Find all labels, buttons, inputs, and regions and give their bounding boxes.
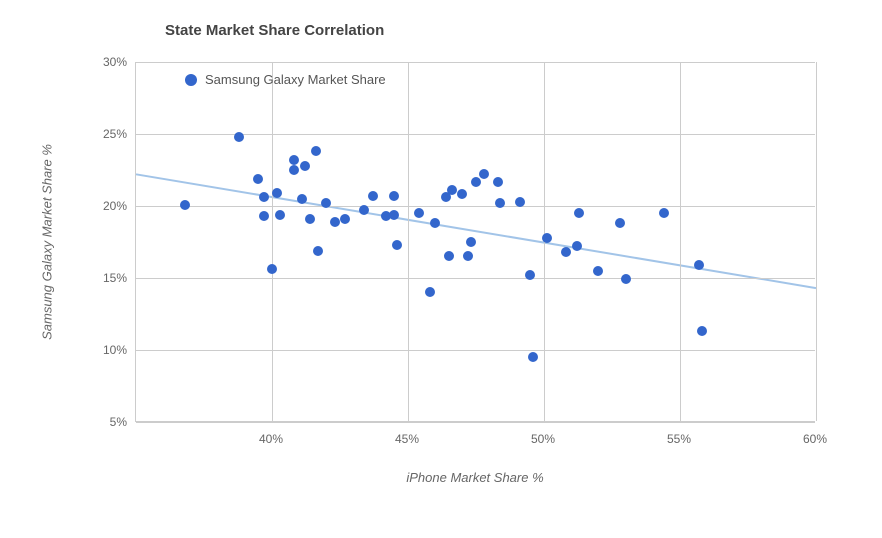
scatter-point [479,169,489,179]
scatter-point [289,155,299,165]
plot-area [135,62,815,422]
y-tick-label: 25% [97,127,127,141]
chart-container: State Market Share Correlation Samsung G… [0,0,882,538]
scatter-point [463,251,473,261]
grid-horizontal [136,422,815,423]
scatter-point [359,205,369,215]
scatter-point [659,208,669,218]
scatter-point [259,211,269,221]
scatter-point [444,251,454,261]
scatter-point [574,208,584,218]
scatter-point [697,326,707,336]
scatter-point [515,197,525,207]
scatter-point [457,189,467,199]
x-tick-label: 50% [531,432,555,446]
x-tick-label: 40% [259,432,283,446]
scatter-point [272,188,282,198]
y-tick-label: 10% [97,343,127,357]
scatter-point [340,214,350,224]
scatter-point [259,192,269,202]
scatter-point [593,266,603,276]
scatter-point [180,200,190,210]
scatter-point [234,132,244,142]
x-tick-label: 45% [395,432,419,446]
scatter-point [447,185,457,195]
scatter-point [392,240,402,250]
y-tick-label: 15% [97,271,127,285]
grid-horizontal [136,62,815,63]
scatter-point [572,241,582,251]
legend-label: Samsung Galaxy Market Share [205,72,386,87]
scatter-point [466,237,476,247]
scatter-point [297,194,307,204]
trend-line [136,62,816,422]
scatter-point [321,198,331,208]
y-tick-label: 20% [97,199,127,213]
scatter-point [430,218,440,228]
y-axis-label: Samsung Galaxy Market Share % [40,144,55,340]
scatter-point [330,217,340,227]
scatter-point [289,165,299,175]
scatter-point [300,161,310,171]
grid-horizontal [136,350,815,351]
scatter-point [305,214,315,224]
grid-vertical [272,62,273,421]
scatter-point [368,191,378,201]
scatter-point [311,146,321,156]
scatter-point [389,191,399,201]
y-tick-label: 5% [97,415,127,429]
y-tick-label: 30% [97,55,127,69]
scatter-point [561,247,571,257]
x-axis-label: iPhone Market Share % [406,470,543,485]
scatter-point [525,270,535,280]
grid-horizontal [136,278,815,279]
grid-vertical [680,62,681,421]
scatter-point [313,246,323,256]
scatter-point [425,287,435,297]
x-tick-label: 60% [803,432,827,446]
grid-vertical [408,62,409,421]
scatter-point [694,260,704,270]
grid-horizontal [136,206,815,207]
scatter-point [528,352,538,362]
scatter-point [621,274,631,284]
scatter-point [389,210,399,220]
scatter-point [615,218,625,228]
legend: Samsung Galaxy Market Share [185,72,386,87]
scatter-point [275,210,285,220]
scatter-point [414,208,424,218]
scatter-point [493,177,503,187]
scatter-point [471,177,481,187]
scatter-point [542,233,552,243]
legend-marker-icon [185,74,197,86]
grid-vertical [816,62,817,421]
scatter-point [253,174,263,184]
chart-title: State Market Share Correlation [165,22,384,39]
scatter-point [495,198,505,208]
scatter-point [267,264,277,274]
x-tick-label: 55% [667,432,691,446]
